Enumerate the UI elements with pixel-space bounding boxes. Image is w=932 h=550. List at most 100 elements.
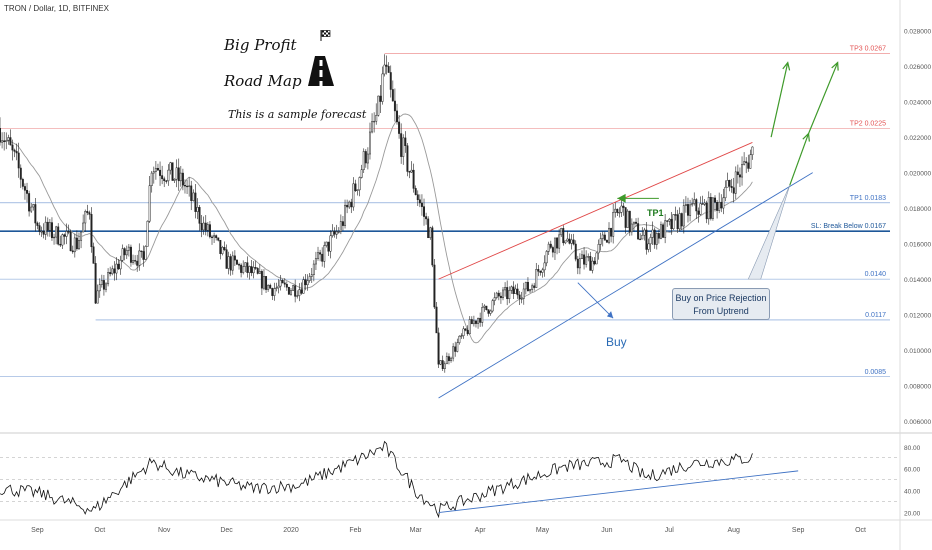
candle-body xyxy=(499,295,502,299)
candle-body xyxy=(610,227,613,237)
callout-line-1: Buy on Price Rejection xyxy=(675,293,767,303)
forecast-arrow-head xyxy=(782,61,791,71)
candle-body xyxy=(466,329,469,335)
rsi-line xyxy=(0,440,753,519)
candle-body xyxy=(464,328,467,331)
buy-callout: Buy on Price Rejection From Uptrend xyxy=(672,288,770,320)
candle-body xyxy=(202,222,205,231)
candle-body xyxy=(516,288,519,296)
candle-body xyxy=(65,231,68,237)
candle-body xyxy=(545,251,548,264)
candle-body xyxy=(80,231,83,241)
candle-body xyxy=(597,244,600,254)
level-label: TP3 0.0267 xyxy=(850,46,886,53)
candle-body xyxy=(529,289,532,292)
candle-body xyxy=(71,250,74,253)
candle-body xyxy=(396,110,398,123)
candle-body xyxy=(732,187,735,194)
tp1-marker-head xyxy=(617,193,626,203)
candle-body xyxy=(181,172,184,186)
candle-body xyxy=(377,95,380,116)
candle-body xyxy=(206,224,209,231)
level-label: TP1 0.0183 xyxy=(850,195,886,202)
candle-body xyxy=(622,205,625,208)
candle-body xyxy=(475,320,477,324)
candle-body xyxy=(720,201,723,209)
candle-body xyxy=(583,254,586,265)
candle-body xyxy=(300,289,303,294)
candle-body xyxy=(208,224,211,238)
candle-body xyxy=(294,285,297,297)
candle-body xyxy=(306,280,309,286)
candle-body xyxy=(551,247,554,253)
candle-body xyxy=(254,267,257,269)
candle-body xyxy=(235,259,238,265)
candle-body xyxy=(630,223,633,233)
candle-body xyxy=(19,167,22,180)
time-tick-label: Feb xyxy=(349,527,361,534)
axes: 0.006000 0.008000 0.010000 0.012000 0.014000… xyxy=(31,29,931,534)
candle-body xyxy=(156,167,159,171)
candle-body xyxy=(356,189,359,191)
moving-average xyxy=(0,113,753,344)
price-tick-label: 0.020000 xyxy=(904,171,931,178)
candle-body xyxy=(726,180,729,188)
candle-body xyxy=(599,238,602,245)
candle-body xyxy=(192,192,195,201)
candle-body xyxy=(217,237,220,241)
candle-body xyxy=(468,319,471,335)
candle-body xyxy=(285,283,288,288)
candle-body xyxy=(379,95,382,102)
candle-body xyxy=(15,151,18,154)
candle-body xyxy=(179,172,182,182)
candle-body xyxy=(105,283,107,290)
candle-body xyxy=(664,220,667,238)
candle-body xyxy=(612,212,615,237)
candle-body xyxy=(233,255,236,261)
candle-body xyxy=(576,258,579,269)
candle-body xyxy=(460,335,463,337)
candle-body xyxy=(624,207,627,228)
candle-body xyxy=(34,204,37,224)
candle-body xyxy=(13,149,16,152)
candle-body xyxy=(481,307,484,323)
candle-body xyxy=(402,137,405,157)
candle-body xyxy=(605,240,608,243)
candle-body xyxy=(412,169,415,189)
candle-body xyxy=(319,252,322,255)
candle-body xyxy=(146,220,149,247)
candle-body xyxy=(371,121,374,133)
forecast-arrows xyxy=(770,61,839,186)
candle-body xyxy=(88,212,91,215)
support-trendline xyxy=(438,172,813,399)
callout-pointer xyxy=(747,184,791,280)
candle-body xyxy=(100,280,103,285)
candle-body xyxy=(741,164,744,178)
candle-body xyxy=(564,240,567,244)
candle-body xyxy=(487,309,490,314)
time-tick-label: May xyxy=(536,527,550,534)
candle-body xyxy=(662,224,665,238)
candle-body xyxy=(709,197,712,219)
candle-body xyxy=(5,140,8,143)
time-tick-label: 2020 xyxy=(283,527,299,534)
candle-body xyxy=(626,210,629,228)
candle-body xyxy=(323,245,326,262)
candle-body xyxy=(258,271,261,274)
candle-body xyxy=(553,237,556,253)
candle-body xyxy=(40,231,43,233)
price-tick-label: 0.014000 xyxy=(904,277,931,284)
candle-body xyxy=(327,241,330,252)
candle-body xyxy=(651,229,654,238)
candle-body xyxy=(408,171,411,173)
candle-body xyxy=(616,208,619,213)
candle-body xyxy=(325,241,328,246)
candle-body xyxy=(581,254,583,259)
candle-body xyxy=(489,310,492,314)
price-tick-label: 0.008000 xyxy=(904,384,931,391)
candle-body xyxy=(647,243,650,250)
forecast-arrow-shaft xyxy=(807,62,839,134)
candle-body xyxy=(28,193,31,212)
candle-body xyxy=(348,201,351,208)
